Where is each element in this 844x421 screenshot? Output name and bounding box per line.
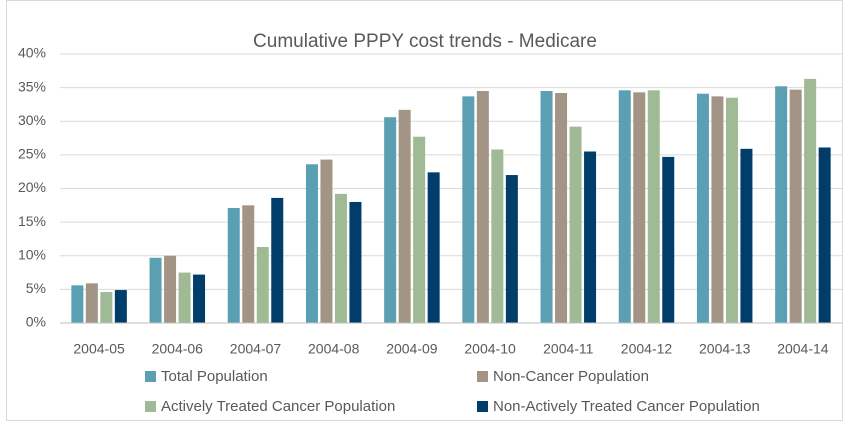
y-tick-label: 40% [18, 45, 46, 61]
bar [540, 90, 553, 323]
x-tick-label: 2004-13 [699, 341, 751, 357]
bar [618, 90, 631, 323]
bar [584, 151, 597, 323]
bar [555, 93, 568, 323]
legend-swatch [477, 401, 488, 412]
y-tick-label: 5% [26, 280, 46, 296]
legend-label: Actively Treated Cancer Population [161, 398, 395, 415]
y-tick-label: 25% [18, 146, 46, 162]
bar [398, 109, 411, 323]
bar [804, 78, 817, 323]
x-tick-label: 2004-05 [73, 341, 125, 357]
x-tick-label: 2004-12 [621, 341, 673, 357]
y-tick-label: 10% [18, 246, 46, 262]
y-tick-label: 30% [18, 112, 46, 128]
x-tick-label: 2004-06 [152, 341, 204, 357]
bar [818, 147, 831, 323]
bar [775, 86, 788, 323]
bar [227, 208, 240, 323]
bar [320, 159, 333, 323]
y-tick-label: 35% [18, 78, 46, 94]
bar [334, 193, 347, 323]
legend-label: Total Population [161, 368, 268, 385]
bar [662, 156, 675, 323]
bar [242, 205, 255, 323]
bar [305, 164, 318, 323]
bar [413, 136, 426, 323]
bar [789, 89, 802, 323]
bar [114, 290, 127, 323]
bar [462, 96, 475, 324]
x-tick-label: 2004-10 [464, 341, 516, 357]
x-tick-label: 2004-14 [777, 341, 829, 357]
bar [696, 93, 709, 324]
bar [476, 90, 489, 323]
bar [178, 272, 191, 323]
bar [256, 247, 269, 323]
bar [100, 292, 113, 323]
legend-swatch [145, 401, 156, 412]
bar [71, 285, 84, 323]
x-tick-label: 2004-07 [230, 341, 282, 357]
bar [711, 96, 724, 324]
x-tick-label: 2004-09 [386, 341, 438, 357]
x-tick-label: 2004-08 [308, 341, 360, 357]
legend-label: Non-Actively Treated Cancer Population [493, 398, 760, 415]
bar [569, 126, 582, 323]
bar [491, 149, 504, 323]
y-tick-label: 20% [18, 179, 46, 195]
legend-swatch [145, 371, 156, 382]
bar [505, 175, 518, 323]
bar [647, 90, 660, 323]
bar [271, 197, 284, 323]
bar [384, 117, 397, 323]
legend-swatch [477, 371, 488, 382]
bar [85, 283, 98, 323]
chart-title: Cumulative PPPY cost trends - Medicare [253, 31, 597, 52]
bar [164, 255, 177, 323]
bar [633, 92, 646, 324]
bar [149, 257, 162, 323]
bar [193, 274, 206, 323]
bar [427, 172, 440, 323]
bar [349, 201, 362, 323]
bar [725, 97, 738, 324]
y-tick-label: 0% [26, 314, 46, 330]
x-tick-label: 2004-11 [543, 341, 594, 357]
y-tick-label: 15% [18, 213, 46, 229]
legend-label: Non-Cancer Population [493, 368, 649, 385]
bar [740, 148, 753, 323]
